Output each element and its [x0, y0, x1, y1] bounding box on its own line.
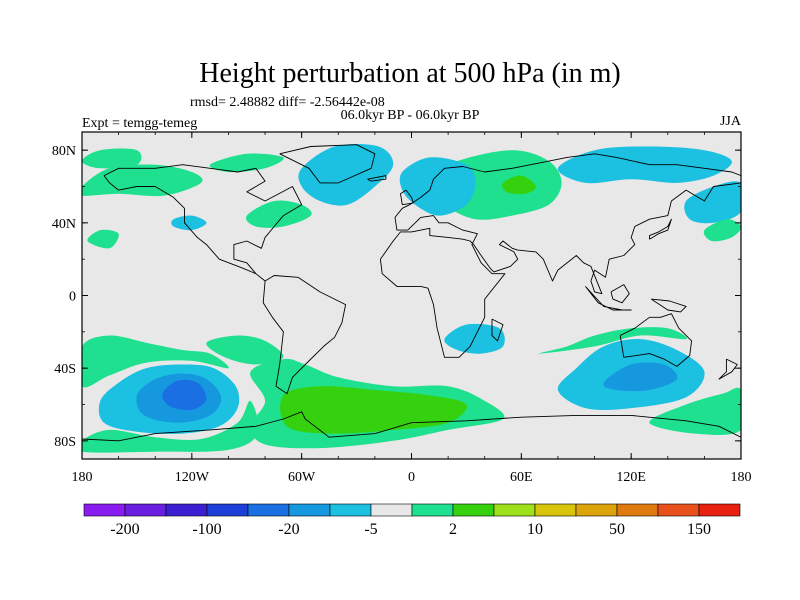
coastline-greenland: [279, 144, 376, 184]
x-axis: 180 120W 60W 0 60E 120E 180: [72, 132, 752, 485]
colorbar-swatch: [329, 503, 372, 517]
experiment-label: Expt = temgg-temeg: [82, 116, 197, 131]
x-tick-label: 120E: [616, 470, 646, 485]
pos-anomaly-southwest-pacific: [206, 335, 284, 365]
season-label: JJA: [720, 114, 742, 129]
plot-title: Height perturbation at 500 hPa (in m): [199, 58, 620, 89]
coastline-new-zealand: [718, 358, 738, 380]
subtitle-label: 06.0kyr BP - 06.0kyr BP: [341, 108, 480, 123]
coastline-australia: [619, 313, 693, 367]
colorbar-swatch: [83, 503, 126, 517]
x-tick-label: 60W: [288, 470, 316, 485]
x-tick-label: 0: [408, 470, 415, 485]
neg-anomaly-western-europe: [399, 157, 476, 216]
colorbar-swatch: [493, 503, 536, 517]
colorbar-label: 50: [609, 521, 625, 538]
coastline-antarctica: [82, 411, 741, 442]
pos-anomaly-south-indian-arc: [539, 327, 688, 354]
x-tick-label: 180: [731, 470, 752, 485]
colorbar-label: 2: [449, 521, 457, 538]
pos-anomaly-north-pacific: [82, 164, 203, 197]
coastline-indonesia: [585, 286, 632, 311]
stats-label: rmsd= 2.48882 diff= -2.56442e-08: [190, 95, 385, 110]
x-tick-label: 180: [72, 470, 93, 485]
neg-anomaly-north-pacific-east: [684, 181, 741, 224]
x-tick-label: 120W: [175, 470, 210, 485]
coastline-iceland: [367, 175, 387, 182]
neg-anomaly-greenland: [298, 144, 394, 206]
pos-anomaly-north-atlantic-small: [87, 229, 119, 249]
y-tick-label: 40N: [52, 217, 76, 232]
y-tick-label: 0: [69, 290, 76, 305]
neg-anomaly-southern-africa: [444, 323, 505, 354]
colorbar-label: -200: [110, 521, 139, 538]
colorbar-swatch: [165, 503, 208, 517]
colorbar-swatch: [206, 503, 249, 517]
colorbar-swatch: [370, 503, 413, 517]
colorbar: -200 -100 -20 -5 2 10 50 150: [83, 503, 741, 538]
pos-anomaly-north-pacific-west: [82, 148, 142, 169]
pos-anomaly-southeast-pacific: [649, 387, 741, 435]
coastline-madagascar: [491, 318, 504, 342]
y-tick-label: 80N: [52, 144, 76, 159]
x-tick-label: 60E: [510, 470, 533, 485]
pos-anomaly-south-pacific-north: [82, 335, 229, 388]
colorbar-swatch: [452, 503, 495, 517]
y-tick-label: 40S: [54, 362, 76, 377]
coastlines: [82, 144, 741, 442]
map-area: [81, 131, 742, 460]
pos-anomaly-north-atlantic: [245, 200, 312, 228]
colorbar-swatch: [698, 503, 741, 517]
neg-anomaly-south-indian-core: [603, 362, 678, 392]
colorbar-label: -20: [278, 521, 299, 538]
colorbar-label: -5: [364, 521, 377, 538]
pos-anomaly-central-asia: [703, 219, 741, 242]
coastline-uk: [400, 189, 414, 206]
colorbar-label: -100: [192, 521, 221, 538]
colorbar-swatch: [247, 503, 290, 517]
y-axis: 80N 40N 0 40S 80S: [52, 144, 741, 450]
neg-anomaly-canada: [171, 215, 207, 231]
y-tick-label: 80S: [54, 435, 76, 450]
colorbar-swatch: [534, 503, 577, 517]
coastline-africa-eurasia: [379, 153, 741, 358]
coastline-japan: [649, 218, 672, 240]
coastline-borneo: [610, 284, 630, 304]
colorbar-swatch: [411, 503, 454, 517]
pos-anomaly-arctic: [209, 153, 284, 173]
colorbar-swatch: [657, 503, 700, 517]
colorbar-swatch: [124, 503, 167, 517]
colorbar-swatch: [575, 503, 618, 517]
pos-anomaly-south-atlantic-core: [280, 386, 468, 434]
coastline-north-america: [103, 164, 303, 282]
coastline-new-guinea: [651, 298, 687, 313]
colorbar-swatch: [616, 503, 659, 517]
pos-anomaly-eurasia-core: [502, 175, 537, 195]
coastline-south-america: [262, 275, 347, 395]
colorbar-swatch: [288, 503, 331, 517]
neg-anomaly-siberia: [557, 146, 732, 184]
neg-anomaly-south-pacific-center: [162, 379, 207, 411]
colorbar-label: 10: [527, 521, 543, 538]
colorbar-label: 150: [687, 521, 711, 538]
